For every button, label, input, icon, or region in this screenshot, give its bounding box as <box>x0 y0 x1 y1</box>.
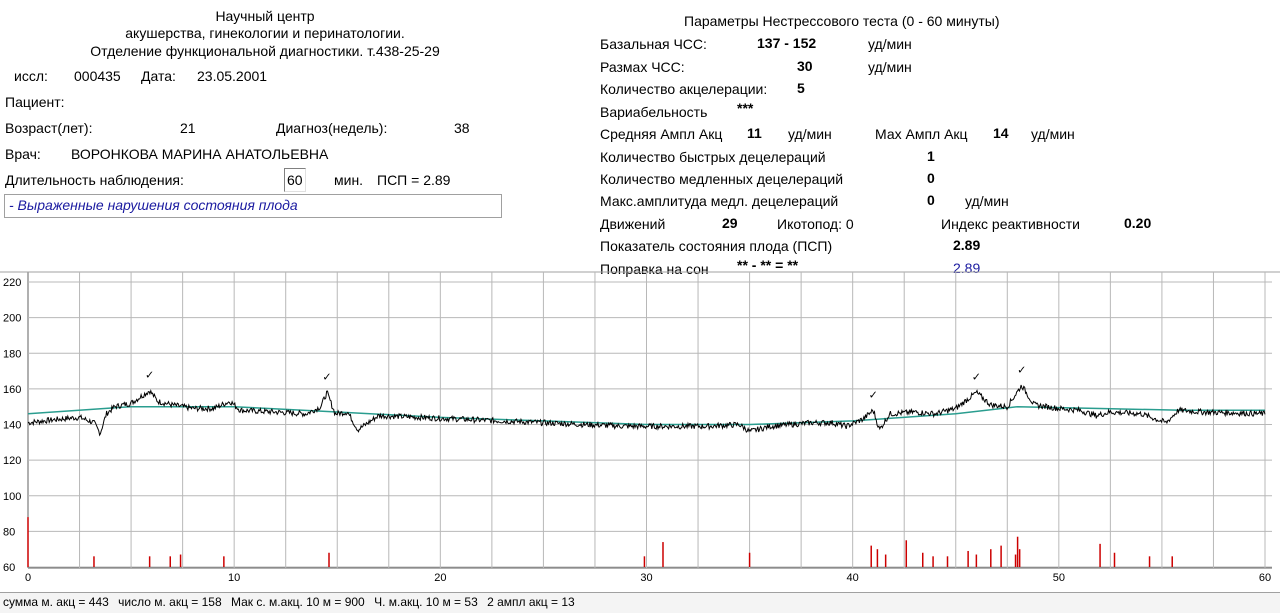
chart-grid <box>0 271 1280 569</box>
reactivity-label: Индекс реактивности <box>941 216 1080 232</box>
sleep-label: Поправка на сон <box>600 261 709 277</box>
footer-sum: сумма м. акц = 443 <box>3 595 109 609</box>
fast-decel-label: Количество быстрых децелераций <box>600 149 826 165</box>
y-tick-label: 160 <box>3 384 21 396</box>
fhr-trace <box>27 384 1266 437</box>
y-tick-label: 220 <box>3 277 21 289</box>
range-unit: уд/мин <box>868 59 912 75</box>
conclusion-box: - Выраженные нарушения состояния плода <box>4 194 502 218</box>
y-tick-label: 180 <box>3 348 21 360</box>
accel-count-value: 5 <box>797 80 805 96</box>
y-tick-label: 200 <box>3 313 21 325</box>
study-label: иссл: <box>14 68 48 84</box>
duration-input[interactable] <box>284 168 306 192</box>
movements-label: Движений <box>600 216 666 232</box>
hiccup-label: Икотопод: 0 <box>777 216 854 232</box>
max-ampl-label: Мах Ампл Акц <box>875 126 968 142</box>
slow-decel-value: 0 <box>927 170 935 186</box>
basal-label: Базальная ЧСС: <box>600 36 707 52</box>
avg-ampl-unit: уд/мин <box>788 126 832 142</box>
diagnosis-value: 38 <box>454 120 470 136</box>
accel-check-marker: ✓ <box>145 369 154 382</box>
x-tick-label: 40 <box>847 572 859 584</box>
age-value: 21 <box>180 120 196 136</box>
variability-value: *** <box>737 100 754 116</box>
params-title: Параметры Нестрессового теста (0 - 60 ми… <box>684 13 1000 29</box>
y-tick-label: 100 <box>3 491 21 503</box>
ctg-chart: ✓ ✓ ✓ ✓ ✓ 60 80 100 120 140 160 180 200 220 0 10 20 30 40… <box>0 271 1280 584</box>
accel-check-marker: ✓ <box>972 370 981 383</box>
x-tick-label: 60 <box>1259 572 1271 584</box>
range-label: Размах ЧСС: <box>600 59 685 75</box>
accel-check-marker: ✓ <box>1017 363 1026 376</box>
psp-value: 2.89 <box>953 237 981 253</box>
x-tick-label: 0 <box>25 572 31 584</box>
movements-value: 29 <box>722 215 738 231</box>
accel-markers: ✓ ✓ ✓ ✓ ✓ <box>145 363 1026 401</box>
avg-ampl-value: 11 <box>747 125 762 141</box>
variability-label: Вариабельность <box>600 104 708 120</box>
y-tick-label: 60 <box>3 562 15 574</box>
patient-label: Пациент: <box>5 94 65 110</box>
date-value: 23.05.2001 <box>197 68 268 84</box>
range-value: 30 <box>797 58 813 74</box>
accel-count-label: Количество акцелерации: <box>600 81 768 97</box>
basal-value: 137 - 152 <box>757 35 817 51</box>
x-tick-label: 10 <box>228 572 240 584</box>
x-tick-label: 50 <box>1053 572 1065 584</box>
footer-ch: Ч. м.акц. 10 м = 53 <box>374 595 478 609</box>
reactivity-value: 0.20 <box>1124 215 1152 231</box>
study-value: 000435 <box>74 68 121 84</box>
movement-marks <box>27 517 1173 567</box>
header-line-1: Научный центр <box>215 8 315 24</box>
x-tick-label: 20 <box>434 572 446 584</box>
fast-decel-value: 1 <box>927 148 935 164</box>
duration-unit: мин. <box>334 172 364 188</box>
max-slow-decel-value: 0 <box>927 192 935 208</box>
max-ampl-value: 14 <box>993 125 1009 141</box>
status-bar: сумма м. акц = 443 число м. акц = 158 Ма… <box>0 592 1280 613</box>
doctor-value: ВОРОНКОВА МАРИНА АНАТОЛЬЕВНА <box>71 146 329 162</box>
age-label: Возраст(лет): <box>5 120 93 136</box>
sleep-formula: ** - ** = ** <box>737 257 799 273</box>
axis-labels: 60 80 100 120 140 160 180 200 220 0 10 20 30 40 50 60 <box>3 277 1271 584</box>
diagnosis-label: Диагноз(недель): <box>276 120 388 136</box>
psp-label: Показатель состояния плода (ПСП) <box>600 238 833 254</box>
fhr-trace-layer <box>27 384 1266 437</box>
avg-ampl-label: Средняя Ампл Акц <box>600 126 723 142</box>
doctor-label: Врач: <box>5 146 41 162</box>
y-tick-label: 120 <box>3 455 21 467</box>
y-tick-label: 80 <box>3 526 15 538</box>
accel-check-marker: ✓ <box>322 370 331 383</box>
footer-ampl: 2 ампл акц = 13 <box>487 595 575 609</box>
header-line-2: акушерства, гинекологии и перинатологии. <box>125 25 405 41</box>
x-tick-label: 30 <box>640 572 652 584</box>
psp-summary: ПСП = 2.89 <box>377 172 451 188</box>
max-slow-decel-unit: уд/мин <box>965 193 1009 209</box>
duration-label: Длительность наблюдения: <box>5 172 184 188</box>
footer-max: Мак с. м.акц. 10 м = 900 <box>231 595 365 609</box>
footer-count: число м. акц = 158 <box>118 595 222 609</box>
max-ampl-unit: уд/мин <box>1031 126 1075 142</box>
date-label: Дата: <box>141 68 176 84</box>
accel-check-marker: ✓ <box>869 388 878 401</box>
slow-decel-label: Количество медленных децелераций <box>600 171 844 187</box>
basal-unit: уд/мин <box>868 36 912 52</box>
y-tick-label: 140 <box>3 420 21 432</box>
max-slow-decel-label: Макс.амплитуда медл. децелераций <box>600 193 839 209</box>
header-line-3: Отделение функциональной диагностики. т.… <box>90 43 440 59</box>
